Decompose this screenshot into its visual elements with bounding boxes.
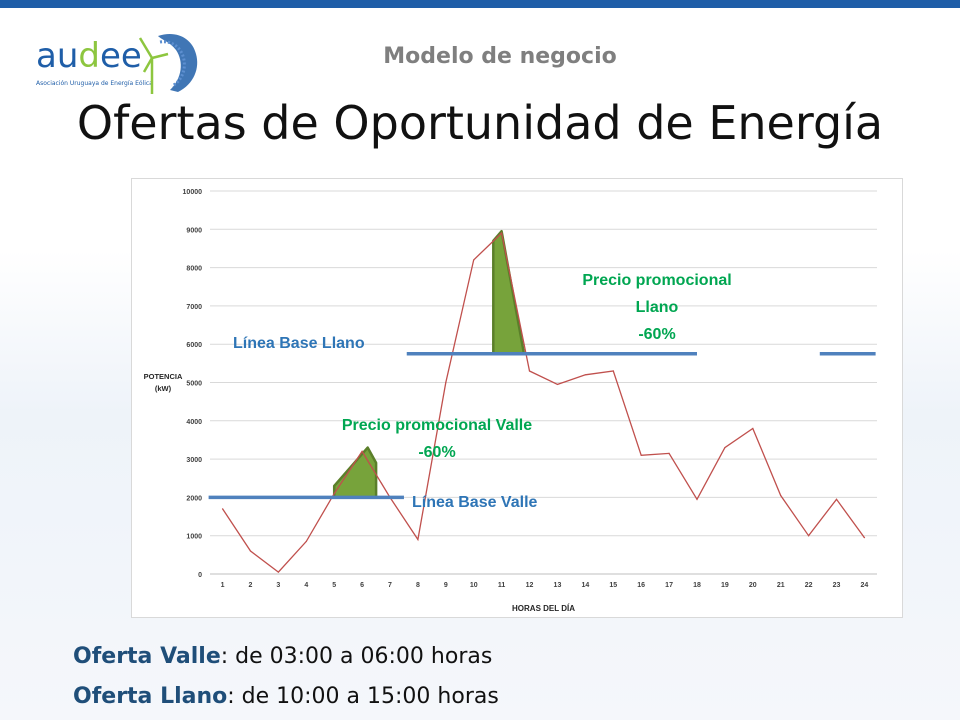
promo-valle-label: Precio promocional Valle -60% bbox=[307, 412, 567, 466]
power-data-point bbox=[305, 540, 307, 543]
y-tick-label: 9000 bbox=[186, 227, 202, 234]
power-data-point bbox=[528, 370, 531, 372]
y-tick-label: 4000 bbox=[186, 419, 202, 426]
power-data-point bbox=[445, 381, 447, 384]
x-tick-label: 4 bbox=[304, 582, 308, 589]
power-data-point bbox=[333, 492, 335, 495]
x-tick-label: 21 bbox=[777, 582, 785, 589]
offer-llano-line: Oferta Llano: de 10:00 a 15:00 horas bbox=[73, 684, 499, 709]
promo-llano-line2: Llano bbox=[635, 299, 679, 316]
y-axis-title-line1: POTENCIA bbox=[144, 372, 183, 381]
y-tick-label: 5000 bbox=[186, 381, 202, 388]
power-data-point bbox=[473, 259, 475, 261]
x-tick-label: 14 bbox=[581, 582, 589, 589]
y-tick-label: 8000 bbox=[186, 266, 202, 273]
chart-canvas: 0 1000 2000 3000 4000 5000 6000 7000 8000 9000 100… bbox=[144, 189, 877, 613]
x-tick-label: 18 bbox=[693, 582, 701, 589]
y-tick-label: 7000 bbox=[186, 304, 202, 311]
x-tick-label: 22 bbox=[805, 582, 813, 589]
x-tick-label: 24 bbox=[861, 582, 869, 589]
power-data-point bbox=[863, 537, 866, 539]
audee-logo: audee Asociación Uruguaya de Energía Eól… bbox=[30, 28, 205, 103]
offer-valle-text: : de 03:00 a 06:00 horas bbox=[220, 644, 493, 669]
power-data-point bbox=[668, 452, 670, 454]
power-data-point bbox=[221, 508, 224, 510]
power-data-point bbox=[640, 454, 642, 456]
power-data-point bbox=[249, 550, 252, 552]
x-tick-label: 5 bbox=[332, 582, 336, 589]
y-tick-label: 10000 bbox=[183, 189, 203, 196]
x-tick-label: 8 bbox=[416, 582, 420, 589]
power-data-point bbox=[696, 498, 698, 500]
x-tick-label: 17 bbox=[665, 582, 673, 589]
y-tick-label: 1000 bbox=[186, 534, 202, 541]
promo-valle-line2: -60% bbox=[418, 444, 456, 461]
power-data-point bbox=[752, 427, 754, 430]
x-tick-label: 6 bbox=[360, 582, 364, 589]
x-tick-label: 20 bbox=[749, 582, 757, 589]
x-tick-label: 10 bbox=[470, 582, 478, 589]
offer-valle-key: Oferta Valle bbox=[73, 644, 221, 669]
x-tick-label: 23 bbox=[833, 582, 841, 589]
y-axis-title-line2: (kW) bbox=[155, 384, 172, 393]
power-data-point bbox=[501, 232, 503, 234]
x-tick-label: 19 bbox=[721, 582, 729, 589]
x-tick-label: 3 bbox=[276, 582, 280, 589]
offer-llano-text: : de 10:00 a 15:00 horas bbox=[227, 684, 499, 709]
promo-llano-line3: -60% bbox=[638, 326, 676, 343]
page-title: Ofertas de Oportunidad de Energía bbox=[76, 96, 884, 150]
y-tick-label: 0 bbox=[198, 572, 202, 579]
promo-valle-line1: Precio promocional Valle bbox=[341, 417, 533, 434]
baseline-llano-label: Línea Base Llano bbox=[233, 335, 365, 352]
y-tick-label: 3000 bbox=[186, 457, 202, 464]
x-tick-label: 9 bbox=[444, 582, 448, 589]
x-tick-label: 7 bbox=[388, 582, 392, 589]
offer-valle-line: Oferta Valle: de 03:00 a 06:00 horas bbox=[73, 644, 492, 669]
logo-subtitle: Asociación Uruguaya de Energía Eólica bbox=[36, 80, 153, 87]
power-data-point bbox=[556, 383, 559, 386]
power-data-point bbox=[724, 447, 726, 449]
power-data-point bbox=[808, 535, 810, 537]
x-tick-label: 12 bbox=[526, 582, 534, 589]
power-series-line bbox=[222, 231, 865, 573]
power-data-point bbox=[612, 370, 614, 372]
logo-wordmark: audee bbox=[36, 36, 142, 76]
power-chart: 0 1000 2000 3000 4000 5000 6000 7000 8000 9000 100… bbox=[131, 178, 903, 618]
baseline-valle-label: Línea Base Valle bbox=[412, 494, 538, 511]
promo-llano-line1: Precio promocional bbox=[582, 272, 732, 289]
section-title: Modelo de negocio bbox=[383, 44, 617, 69]
wind-turbine-map-icon bbox=[138, 34, 198, 94]
power-data-point bbox=[835, 498, 838, 500]
offer-llano-key: Oferta Llano bbox=[73, 684, 228, 709]
x-tick-label: 15 bbox=[609, 582, 617, 589]
x-tick-label: 1 bbox=[221, 582, 225, 589]
y-tick-label: 2000 bbox=[186, 495, 202, 502]
y-tick-label: 6000 bbox=[186, 342, 202, 349]
power-data-point bbox=[277, 571, 279, 573]
x-tick-label: 2 bbox=[249, 582, 253, 589]
power-data-point bbox=[780, 494, 782, 497]
power-data-point bbox=[584, 374, 586, 376]
power-data-point bbox=[361, 450, 363, 453]
x-tick-label: 13 bbox=[554, 582, 562, 589]
promo-llano-label: Precio promocional Llano -60% bbox=[552, 267, 762, 348]
top-accent-bar bbox=[0, 0, 960, 8]
x-axis-title: HORAS DEL DÍA bbox=[512, 604, 575, 613]
promo-area-llano bbox=[492, 229, 526, 356]
x-tick-label: 16 bbox=[637, 582, 645, 589]
x-tick-label: 11 bbox=[498, 582, 506, 589]
power-data-point bbox=[417, 538, 419, 541]
